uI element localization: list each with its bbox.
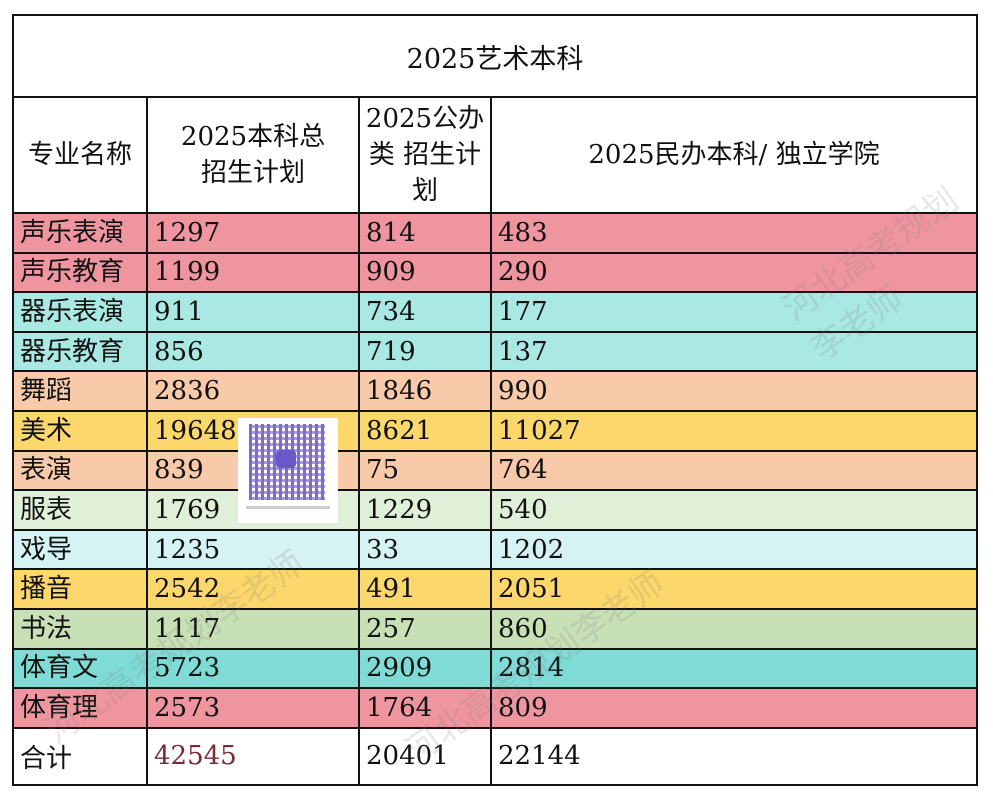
table-row: 播音 2542 491 2051 [12,568,978,610]
public-cell: 1229 [358,489,492,531]
private-cell: 860 [490,607,978,650]
public-cell: 75 [358,449,492,492]
header-private: 2025民办本科/ 独立学院 [490,96,978,214]
total-cell: 2836 [146,370,360,412]
major-cell: 声乐表演 [12,212,148,254]
table-row: 声乐教育 1199 909 290 [12,251,978,294]
private-cell: 177 [490,291,978,333]
private-cell: 990 [490,370,978,412]
major-cell: 舞蹈 [12,370,148,412]
header-total: 2025本科总招生计划 [146,96,360,214]
total-cell: 1199 [146,251,360,294]
table-row: 舞蹈 2836 1846 990 [12,370,978,412]
total-private: 22144 [490,726,978,786]
table-row: 器乐表演 911 734 177 [12,291,978,333]
table-row: 戏导 1235 33 1202 [12,528,978,571]
private-cell: 483 [490,212,978,254]
private-cell: 540 [490,489,978,531]
public-cell: 2909 [358,647,492,690]
public-cell: 8621 [358,409,492,452]
total-cell: 911 [146,291,360,333]
private-cell: 809 [490,687,978,729]
header-public: 2025公办类 招生计划 [358,96,492,214]
total-cell: 1235 [146,528,360,571]
table-row: 声乐表演 1297 814 483 [12,212,978,254]
major-cell: 戏导 [12,528,148,571]
total-row: 合计 42545 20401 22144 [12,726,978,786]
table-title: 2025艺术本科 [12,14,978,98]
major-cell: 播音 [12,568,148,610]
total-cell: 856 [146,330,360,373]
public-cell: 1764 [358,687,492,729]
public-cell: 734 [358,291,492,333]
table-row: 书法 1117 257 860 [12,607,978,650]
major-cell: 声乐教育 [12,251,148,294]
total-cell: 1117 [146,607,360,650]
enrollment-table: 2025艺术本科 专业名称 2025本科总招生计划 2025公办类 招生计划 2… [12,14,978,786]
total-all: 42545 [146,726,360,786]
major-cell: 服表 [12,489,148,531]
private-cell: 764 [490,449,978,492]
major-cell: 美术 [12,409,148,452]
wechat-icon [276,450,296,468]
table-row: 器乐教育 856 719 137 [12,330,978,373]
public-cell: 33 [358,528,492,571]
public-cell: 909 [358,251,492,294]
public-cell: 491 [358,568,492,610]
major-cell: 体育理 [12,687,148,729]
major-cell: 表演 [12,449,148,492]
total-label: 合计 [12,726,148,786]
public-cell: 814 [358,212,492,254]
private-cell: 2051 [490,568,978,610]
private-cell: 11027 [490,409,978,452]
private-cell: 137 [490,330,978,373]
total-public: 20401 [358,726,492,786]
public-cell: 719 [358,330,492,373]
table-row: 美术 19648 8621 11027 [12,409,978,452]
major-cell: 书法 [12,607,148,650]
total-cell: 5723 [146,647,360,690]
major-cell: 体育文 [12,647,148,690]
private-cell: 1202 [490,528,978,571]
header-major: 专业名称 [12,96,148,214]
qr-caption-line [246,506,330,509]
table-row: 表演 839 75 764 [12,449,978,492]
total-cell: 2573 [146,687,360,729]
table-row: 体育理 2573 1764 809 [12,687,978,729]
private-cell: 290 [490,251,978,294]
table-row: 体育文 5723 2909 2814 [12,647,978,690]
total-cell: 2542 [146,568,360,610]
qr-code-image [238,418,338,523]
public-cell: 257 [358,607,492,650]
public-cell: 1846 [358,370,492,412]
table-row: 服表 1769 1229 540 [12,489,978,531]
private-cell: 2814 [490,647,978,690]
major-cell: 器乐表演 [12,291,148,333]
total-cell: 1297 [146,212,360,254]
major-cell: 器乐教育 [12,330,148,373]
